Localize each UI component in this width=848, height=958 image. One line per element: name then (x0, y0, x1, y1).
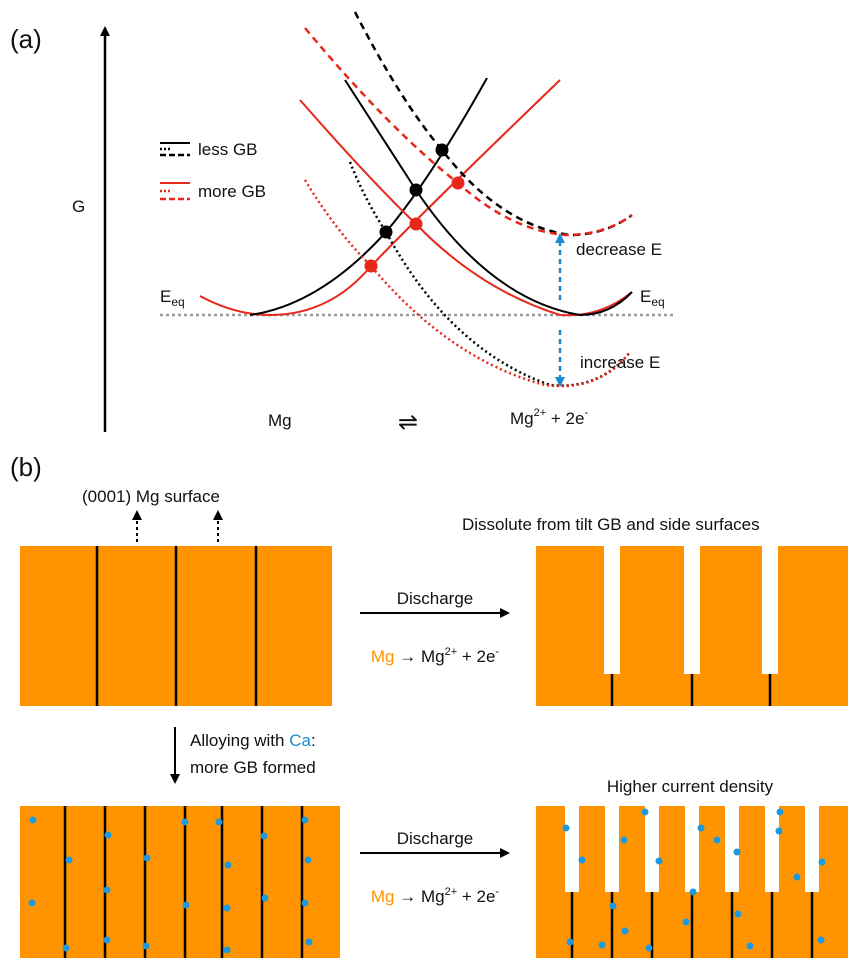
ca-dot (818, 937, 825, 944)
process-label: more GB formed (190, 758, 316, 777)
annotation: Dissolute from tilt GB and side surfaces (462, 515, 760, 534)
mg-block (20, 806, 340, 958)
intersection (410, 184, 423, 197)
equilibrium-sign: ⇌ (398, 409, 418, 436)
ca-dot (579, 857, 586, 864)
curve (355, 12, 632, 235)
panel-b: (b) (0001) Mg surface Dissolute from til… (10, 452, 848, 958)
ca-dot (262, 895, 269, 902)
ca-dot (621, 837, 628, 844)
ca-dot (794, 874, 801, 881)
process-label: Alloying with Ca: (190, 731, 316, 750)
product: Mg2+ + 2e- (510, 407, 588, 428)
axis-label: G (72, 197, 85, 216)
panel-a: (a) G less GB more GB Eeq Eeq decrease E (10, 12, 675, 436)
figure: (a) G less GB more GB Eeq Eeq decrease E (0, 0, 848, 958)
curve (300, 100, 632, 315)
annotation: Higher current density (607, 777, 774, 796)
ca-dot (698, 825, 705, 832)
ca-dot (599, 942, 606, 949)
ca-dot (642, 809, 649, 816)
ca-dot (104, 887, 111, 894)
ca-dot (183, 902, 190, 909)
ca-dot (104, 937, 111, 944)
ca-dot (302, 817, 309, 824)
dissolved-slot (685, 806, 699, 892)
legend-label: less GB (198, 140, 258, 159)
ca-dot (714, 837, 721, 844)
ca-dot (144, 855, 151, 862)
ca-dot (225, 862, 232, 869)
process-label: Discharge (397, 829, 474, 848)
ca-dot (63, 945, 70, 952)
ca-dot (776, 828, 783, 835)
reaction: Mg → Mg2+ + 2e- (371, 646, 500, 666)
ca-dot (306, 939, 313, 946)
dissolved-slot (565, 806, 579, 892)
ca-dot (261, 833, 268, 840)
ca-dot (105, 832, 112, 839)
reaction: Mg → Mg2+ + 2e- (371, 886, 500, 906)
intersection (452, 177, 465, 190)
ca-dot (656, 858, 663, 865)
process-label: Discharge (397, 589, 474, 608)
ca-dot (683, 919, 690, 926)
ca-dot (734, 849, 741, 856)
annotation: decrease E (576, 240, 662, 259)
ca-dot (735, 911, 742, 918)
ca-dot (747, 943, 754, 950)
intersection (380, 226, 393, 239)
ca-dot (563, 825, 570, 832)
curve (305, 28, 632, 235)
panel-label: (b) (10, 452, 42, 482)
eq-label: Eeq (640, 287, 665, 309)
intersection (436, 144, 449, 157)
ca-dot (66, 857, 73, 864)
panel-label: (a) (10, 24, 42, 54)
dissolved-slot (645, 806, 659, 892)
ca-dot (305, 857, 312, 864)
ca-dot (646, 945, 653, 952)
ca-dot (610, 903, 617, 910)
dissolved-slot (604, 546, 620, 674)
dissolved-slot (684, 546, 700, 674)
ca-dot (224, 905, 231, 912)
annotation: increase E (580, 353, 660, 372)
dissolved-slot (762, 546, 778, 674)
curve (250, 78, 487, 315)
ca-dot (622, 928, 629, 935)
dissolved-slot (605, 806, 619, 892)
intersection (365, 260, 378, 273)
eq-label: Eeq (160, 287, 185, 309)
ca-dot (224, 947, 231, 954)
ca-dot (143, 943, 150, 950)
ca-dot (567, 939, 574, 946)
dissolved-slot (805, 806, 819, 892)
annotation: (0001) Mg surface (82, 487, 220, 506)
legend-label: more GB (198, 182, 266, 201)
dissolved-slot (765, 806, 779, 892)
intersection (410, 218, 423, 231)
ca-dot (30, 817, 37, 824)
ca-dot (777, 809, 784, 816)
ca-dot (690, 889, 697, 896)
ca-dot (216, 819, 223, 826)
ca-dot (302, 900, 309, 907)
ca-dot (29, 900, 36, 907)
ca-dot (819, 859, 826, 866)
reactant: Mg (268, 411, 292, 430)
ca-dot (182, 819, 189, 826)
